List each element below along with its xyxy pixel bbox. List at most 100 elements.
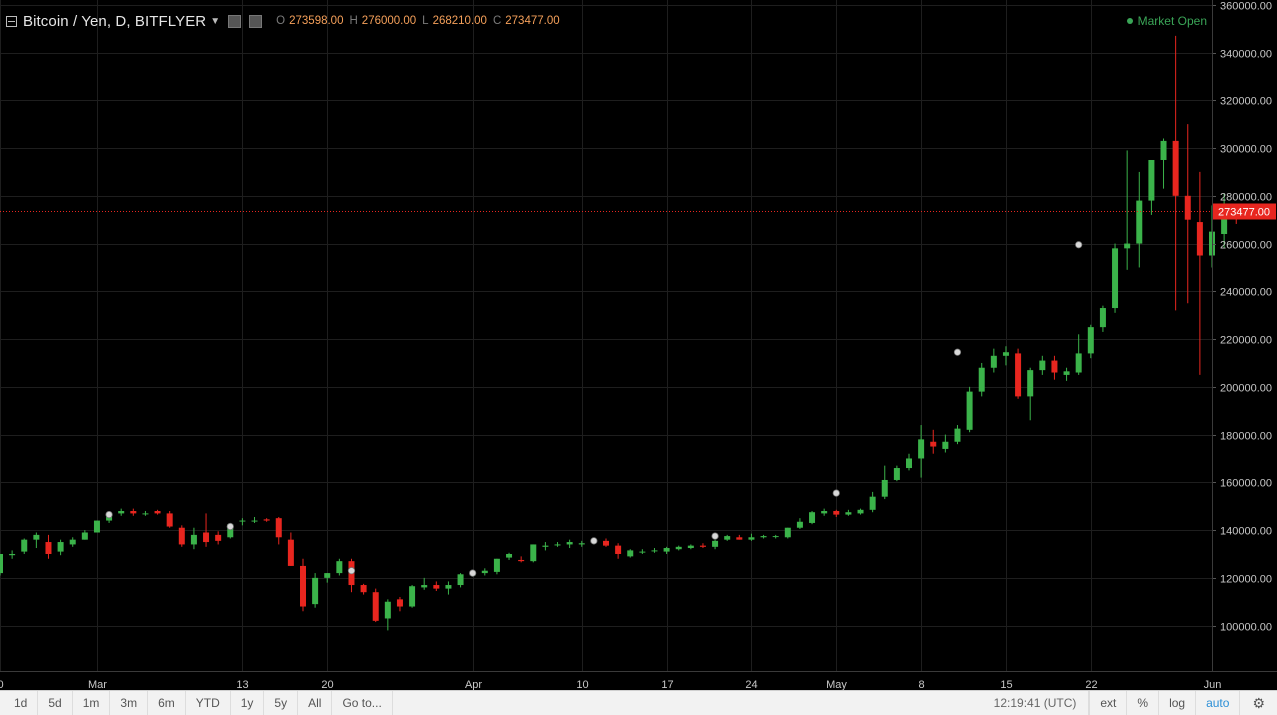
candle — [578, 540, 585, 547]
candle-body — [1112, 248, 1119, 309]
candle-body — [166, 513, 173, 527]
candle — [433, 581, 440, 592]
candle — [857, 508, 864, 515]
candle — [1124, 150, 1131, 270]
candle — [651, 548, 658, 553]
settings-icon[interactable] — [249, 14, 263, 28]
range-1m-button[interactable]: 1m — [73, 691, 111, 715]
y-tick-label: 120000.00 — [1220, 574, 1272, 586]
candle — [869, 491, 876, 513]
candle — [881, 465, 888, 500]
candle-body — [1099, 308, 1106, 328]
range-all-button[interactable]: All — [298, 691, 333, 715]
candle-body — [215, 534, 222, 541]
candle-body — [578, 543, 585, 545]
candle-body — [651, 550, 658, 552]
chart-legend: Bitcoin / Yen, D, BITFLYER ▼ O 273598.00… — [6, 10, 562, 32]
candle-body — [81, 532, 88, 540]
open-value: 273598.00 — [289, 15, 344, 27]
candle-body — [33, 534, 40, 540]
candle — [384, 599, 391, 631]
x-tick-label: May — [826, 679, 847, 690]
candle — [833, 509, 840, 517]
symbol-title[interactable]: Bitcoin / Yen, D, BITFLYER — [23, 12, 207, 30]
candle-body — [1136, 200, 1143, 244]
gear-icon[interactable]: ⚙ — [1239, 691, 1277, 715]
candle — [166, 511, 173, 528]
candle-body — [21, 539, 28, 552]
utc-clock[interactable]: 12:19:41 (UTC) — [982, 691, 1090, 715]
candle — [978, 362, 985, 397]
x-tick-label: 10 — [576, 679, 588, 690]
candle — [918, 425, 925, 478]
candle-body — [893, 468, 900, 480]
candle-body — [663, 548, 670, 552]
candle — [251, 516, 258, 523]
candle-body — [1172, 140, 1179, 196]
candle-body — [1184, 195, 1191, 220]
candle — [639, 549, 646, 554]
candle-body — [69, 539, 76, 545]
range-3m-button[interactable]: 3m — [110, 691, 149, 715]
candle-body — [639, 551, 646, 553]
low-value: 268210.00 — [432, 15, 487, 27]
range-1d-button[interactable]: 1d — [0, 691, 39, 715]
event-marker — [226, 522, 234, 531]
range-5y-button[interactable]: 5y — [264, 691, 299, 715]
candle — [748, 533, 755, 541]
ext-toggle[interactable]: ext — [1089, 691, 1126, 715]
range-1y-button[interactable]: 1y — [231, 691, 265, 715]
log-toggle[interactable]: log — [1158, 691, 1195, 715]
low-key: L — [422, 15, 429, 27]
candle — [1221, 193, 1228, 249]
candle — [287, 532, 294, 566]
candle-body — [142, 513, 149, 515]
candle — [1112, 243, 1119, 313]
candle-body — [857, 509, 864, 514]
chevron-down-icon[interactable]: ▼ — [210, 15, 221, 27]
y-tick-label: 160000.00 — [1220, 478, 1272, 490]
candle-body — [1051, 360, 1058, 373]
candle-body — [336, 561, 343, 574]
candle — [760, 534, 767, 539]
candle — [93, 520, 100, 533]
plot-background — [0, 0, 1212, 671]
candle-body — [263, 519, 270, 521]
goto-button[interactable]: Go to... — [332, 691, 393, 715]
candle — [809, 511, 816, 525]
candle — [1063, 367, 1070, 381]
candle — [336, 558, 343, 576]
range-6m-button[interactable]: 6m — [148, 691, 186, 715]
percent-toggle[interactable]: % — [1126, 691, 1158, 715]
candle-body — [954, 428, 961, 442]
candle-body — [433, 585, 440, 589]
candle-body — [518, 559, 525, 562]
range-5d-button[interactable]: 5d — [38, 691, 73, 715]
candle — [1087, 324, 1094, 359]
range-ytd-button[interactable]: YTD — [186, 691, 231, 715]
candle-body — [384, 601, 391, 619]
auto-toggle[interactable]: auto — [1195, 691, 1239, 715]
collapse-icon[interactable] — [6, 15, 17, 27]
candle-body — [227, 524, 234, 538]
candle-body — [154, 511, 161, 514]
candle-body — [287, 539, 294, 566]
open-key: O — [276, 15, 286, 27]
candle — [1015, 348, 1022, 399]
candle-body — [966, 391, 973, 430]
candle-body — [275, 518, 282, 538]
candle-body — [1039, 360, 1046, 371]
close-key: C — [492, 15, 502, 27]
candle — [796, 518, 803, 529]
price-chart[interactable]: 273477.00 100000.00 120000.00 140000.00 160… — [0, 0, 1277, 690]
eye-icon[interactable] — [228, 14, 242, 28]
candle — [675, 545, 682, 551]
candle-body — [481, 570, 488, 574]
candle-body — [57, 542, 64, 552]
candle-body — [627, 550, 634, 557]
candle-body — [978, 367, 985, 392]
candle — [1160, 138, 1167, 189]
candle-body — [1075, 353, 1082, 373]
candle — [1002, 346, 1009, 366]
x-tick-label: Apr — [465, 679, 482, 690]
